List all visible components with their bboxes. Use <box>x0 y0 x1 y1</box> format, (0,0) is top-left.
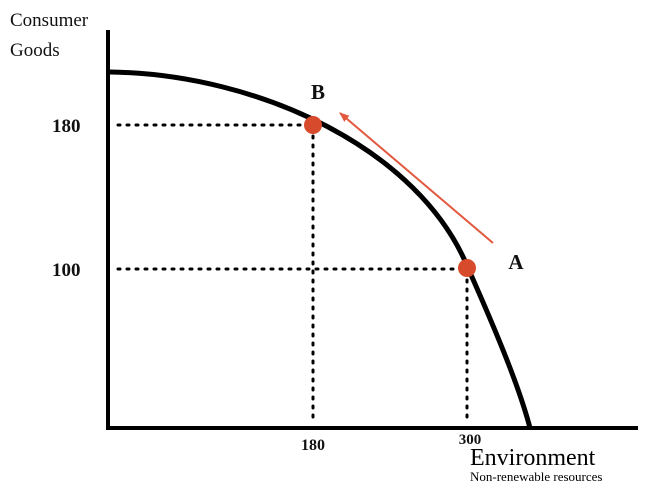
x-label: 180 <box>301 437 325 454</box>
guides <box>116 123 469 426</box>
y-label: 180 <box>52 116 81 137</box>
point <box>304 116 322 134</box>
point <box>458 259 476 277</box>
arrow <box>339 112 494 244</box>
x-axis-subtitle: Non-renewable resources <box>470 469 602 484</box>
frontier-curve <box>109 69 533 429</box>
y-axis-title: Consumer <box>10 10 89 31</box>
point-label: A <box>508 250 524 274</box>
y-label: 100 <box>52 260 81 281</box>
y-axis-title: Goods <box>10 40 60 61</box>
point-label: B <box>311 80 325 104</box>
x-axis-title: Environment <box>470 445 596 471</box>
x-label: 300 <box>459 432 482 448</box>
